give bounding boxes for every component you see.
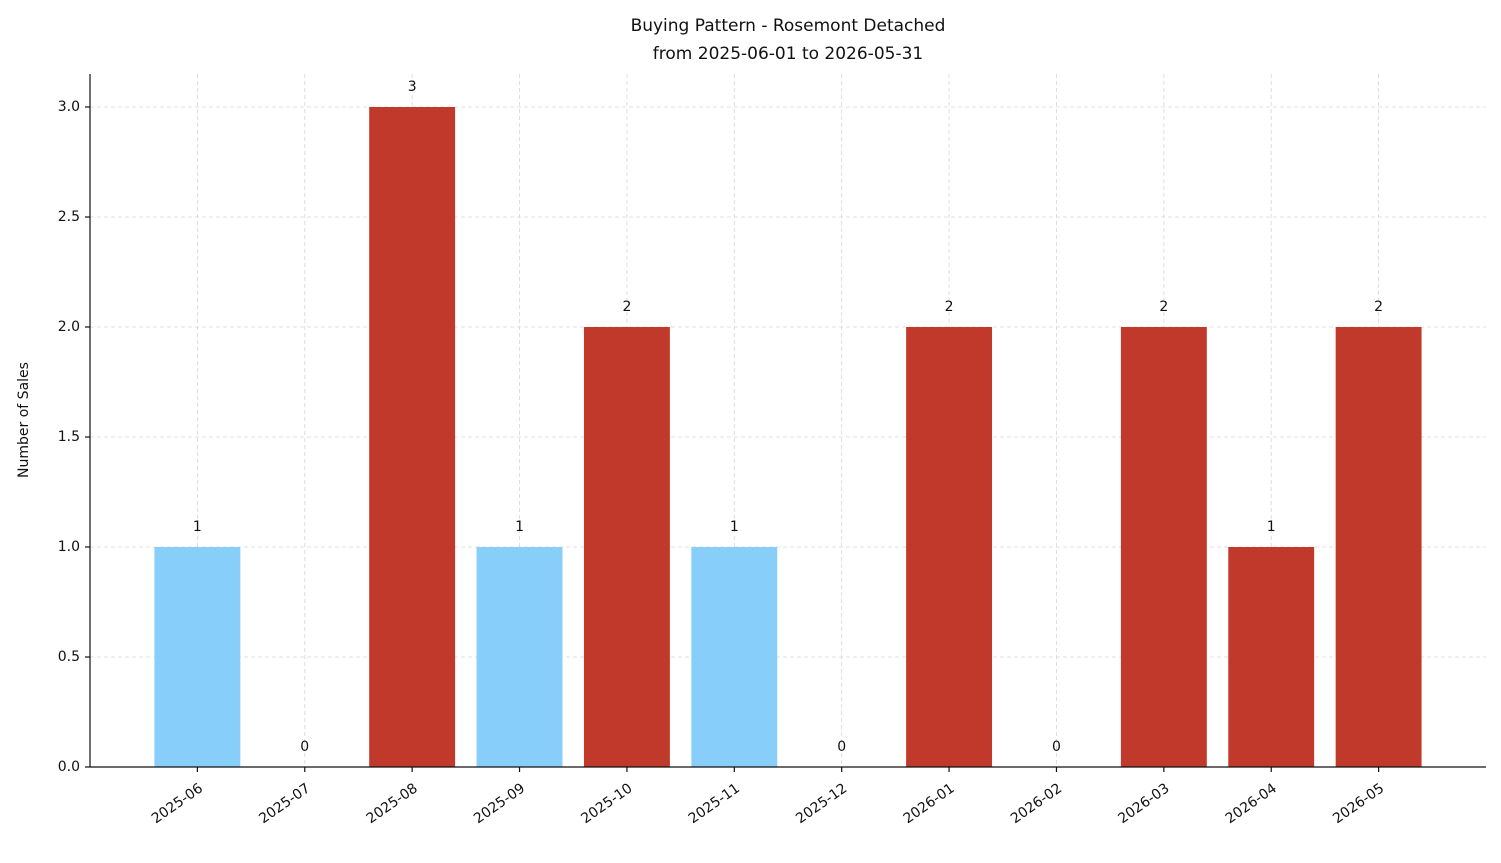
y-tick-label: 1.0 xyxy=(58,539,80,555)
bar xyxy=(1228,547,1315,767)
data-label: 1 xyxy=(515,519,524,535)
bar xyxy=(1120,327,1207,767)
x-tick-label: 2025-08 xyxy=(364,780,421,827)
chart-subtitle: from 2025-06-01 to 2026-05-31 xyxy=(653,44,923,64)
data-label: 2 xyxy=(622,299,631,315)
y-tick-label: 2.5 xyxy=(58,209,80,225)
bar xyxy=(369,107,456,767)
y-tick-label: 0.0 xyxy=(58,759,80,775)
y-tick-label: 2.0 xyxy=(58,319,80,335)
data-label: 0 xyxy=(300,739,309,755)
x-tick-label: 2025-10 xyxy=(578,780,635,827)
y-tick-label: 3.0 xyxy=(58,99,80,115)
data-label: 3 xyxy=(408,79,417,95)
x-tick-label: 2025-06 xyxy=(149,780,206,827)
x-tick-label: 2026-04 xyxy=(1223,780,1280,827)
x-tick-label: 2026-02 xyxy=(1008,780,1065,827)
bar xyxy=(906,327,993,767)
bar xyxy=(154,547,241,767)
x-tick-label: 2025-07 xyxy=(256,780,313,827)
x-tick-label: 2025-12 xyxy=(793,780,850,827)
bar xyxy=(1335,327,1422,767)
y-tick-label: 0.5 xyxy=(58,649,80,665)
bar xyxy=(691,547,778,767)
x-tick-label: 2026-01 xyxy=(901,780,958,827)
data-label: 2 xyxy=(1159,299,1168,315)
x-tick-label: 2025-09 xyxy=(471,780,528,827)
bar xyxy=(583,327,670,767)
data-label: 1 xyxy=(730,519,739,535)
y-axis-label: Number of Sales xyxy=(16,362,32,478)
chart-title: Buying Pattern - Rosemont Detached xyxy=(631,16,946,36)
data-label: 0 xyxy=(837,739,846,755)
bar xyxy=(476,547,563,767)
data-label: 0 xyxy=(1052,739,1061,755)
data-label: 1 xyxy=(193,519,202,535)
x-tick-label: 2025-11 xyxy=(686,780,743,827)
data-label: 1 xyxy=(1267,519,1276,535)
y-tick-label: 1.5 xyxy=(58,429,80,445)
x-tick-label: 2026-03 xyxy=(1115,780,1172,827)
x-tick-label: 2026-05 xyxy=(1330,780,1387,827)
data-label: 2 xyxy=(1374,299,1383,315)
data-label: 2 xyxy=(945,299,954,315)
